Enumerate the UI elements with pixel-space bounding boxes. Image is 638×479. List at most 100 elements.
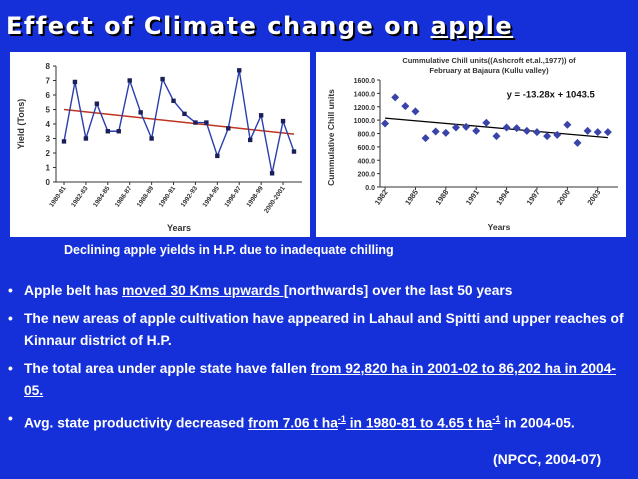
chill-point xyxy=(593,128,602,137)
y-axis-label: Cummulative Chill units xyxy=(326,89,336,186)
x-tick-label: 1992-93 xyxy=(180,185,200,209)
y-tick-label: 5 xyxy=(46,106,51,115)
x-tick-label: 2000 xyxy=(555,188,572,207)
y-tick-label: 2 xyxy=(46,149,51,158)
x-tick-label: 1998-99 xyxy=(245,185,265,209)
y-tick-label: 0 xyxy=(46,178,51,187)
chill-point xyxy=(502,123,511,132)
x-tick-label: 1985 xyxy=(403,188,420,207)
y-tick-label: 1400.0 xyxy=(354,91,376,98)
x-tick-label: 1997 xyxy=(525,188,542,207)
x-tick-label: 1996-97 xyxy=(223,185,243,209)
chill-point xyxy=(431,127,440,136)
slide-title: Effect of Climate change on apple produc… xyxy=(6,6,606,58)
bullet-item: • The new areas of apple cultivation have… xyxy=(6,308,626,352)
y-tick-label: 0.0 xyxy=(365,185,375,192)
x-tick-label: 1988 xyxy=(434,188,451,207)
yield-point xyxy=(247,137,253,143)
yield-chart-svg: 0 1 2 3 4 5 6 7 8 1980-81 1982-83 1984-85 1986-87 198… xyxy=(16,62,302,233)
y-tick-label: 1200.0 xyxy=(354,105,376,112)
yield-point xyxy=(182,111,187,117)
bullet-text: moved 30 Kms upwards [ xyxy=(122,283,289,298)
y-tick-label: 3 xyxy=(46,135,51,144)
y-tick-label: 200.0 xyxy=(357,172,375,179)
chill-point xyxy=(451,123,460,132)
trend-line xyxy=(63,108,295,135)
chill-point xyxy=(391,93,400,102)
x-tick-label: 1980-81 xyxy=(48,185,68,209)
x-tick-label: 1982 xyxy=(373,188,390,207)
bullet-text: -1 xyxy=(337,414,346,424)
yield-point xyxy=(258,113,264,118)
bullet-text: The new areas of apple cultivation have … xyxy=(24,311,624,348)
x-tick-label: 1990-91 xyxy=(158,185,178,209)
yield-point xyxy=(160,76,165,82)
chill-point xyxy=(553,130,562,139)
y-tick-label: 7 xyxy=(46,77,51,86)
x-axis-label: Years xyxy=(167,223,191,233)
bullet-item: • The total area under apple state have f… xyxy=(6,358,626,402)
bullet-item: • Apple belt has moved 30 Kms upwards [no… xyxy=(6,280,626,302)
chill-point xyxy=(532,128,541,137)
y-tick-label: 1000.0 xyxy=(354,118,376,125)
bullet-marker: • xyxy=(8,311,13,326)
yield-point xyxy=(269,171,275,176)
bullet-text: Avg. state productivity decreased xyxy=(24,415,249,431)
chill-units-chart: Cummulative Chill units((Ashcroft et.al.… xyxy=(316,52,626,237)
chill-point xyxy=(441,128,450,137)
x-tick-label: 1988-89 xyxy=(136,185,156,209)
citation: (NPCC, 2004-07) xyxy=(493,451,602,467)
bullet-text: Apple belt has xyxy=(24,283,123,298)
y-axis-label: Yield (Tons) xyxy=(16,99,26,150)
yield-point xyxy=(127,78,132,83)
yield-point xyxy=(171,98,176,103)
x-tick-label: 1994 xyxy=(494,187,511,207)
bullet-text: from 7.06 t ha xyxy=(248,415,338,431)
bullet-list: • Apple belt has moved 30 Kms upwards [no… xyxy=(6,280,626,441)
y-tick-label: 6 xyxy=(46,91,51,100)
bullet-text: The total area under apple state have fa… xyxy=(24,361,311,376)
yield-point xyxy=(204,120,209,125)
x-tick-label: 2003 xyxy=(585,188,602,207)
x-tick-label: 1986-87 xyxy=(114,185,134,209)
chill-point xyxy=(401,102,410,111)
x-tick-label: 1984-85 xyxy=(92,185,112,209)
yield-point xyxy=(138,110,143,115)
yield-point xyxy=(215,153,220,159)
chill-point xyxy=(603,128,612,137)
chill-point xyxy=(411,107,420,116)
yield-point xyxy=(193,120,198,125)
chill-point xyxy=(512,124,521,133)
yield-point xyxy=(237,68,242,73)
x-axis-label: Years xyxy=(488,222,511,232)
bullet-marker: • xyxy=(8,361,13,376)
chart-title: Cummulative Chill units((Ashcroft et.al.… xyxy=(402,56,576,65)
chill-point xyxy=(573,138,582,147)
yield-point xyxy=(280,118,286,124)
yield-point xyxy=(149,136,154,141)
y-tick-label: 8 xyxy=(46,62,51,71)
chill-point xyxy=(482,118,491,127)
yield-point xyxy=(116,129,121,134)
chill-point xyxy=(543,132,552,141)
x-tick-label: 1994-95 xyxy=(202,185,222,209)
y-tick-label: 400.0 xyxy=(357,158,375,165)
yield-point xyxy=(105,129,111,134)
yield-point xyxy=(291,149,297,154)
y-tick-label: 1 xyxy=(46,164,51,173)
yield-point xyxy=(226,126,231,131)
bullet-text: from 92,820 ha in 2001-02 to 86,202 ha i… xyxy=(24,361,616,398)
x-tick-label: 2000-2001 xyxy=(263,185,287,215)
chill-point xyxy=(583,126,592,135)
bullet-text: -1 xyxy=(492,414,501,424)
bullet-text: in 2004-05. xyxy=(500,415,575,431)
x-tick-label: 1991 xyxy=(464,188,481,207)
chill-point xyxy=(381,119,390,128)
bullet-text: northwards] over the last 50 years xyxy=(288,283,513,298)
yield-point xyxy=(94,101,100,106)
chart-title: February at Bajaura (Kullu valley) xyxy=(429,66,549,75)
bullet-item: • Avg. state productivity decreased from … xyxy=(6,408,626,435)
chill-point xyxy=(522,126,531,135)
bullet-marker: • xyxy=(8,283,13,298)
trend-line xyxy=(385,117,608,139)
